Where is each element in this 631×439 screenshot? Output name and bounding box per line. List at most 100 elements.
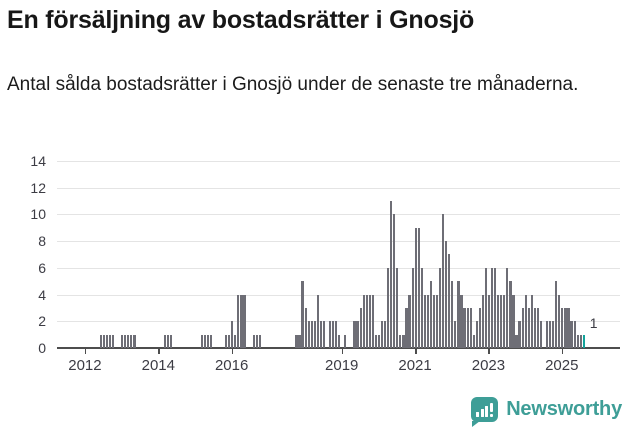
chart-bar xyxy=(105,334,109,348)
chart-bar xyxy=(170,334,173,348)
chart-bar xyxy=(420,267,423,348)
x-axis-tick xyxy=(341,349,344,354)
chart-bar xyxy=(316,294,319,348)
chart-bar xyxy=(515,334,518,348)
bar-chart: 0 2 4 6 8 10 12 14 2012 2014 2016 2019 2021 2023 2025 1 xyxy=(0,148,631,398)
chart-bar xyxy=(426,294,429,348)
chart-bar xyxy=(353,321,356,348)
chart-bar xyxy=(396,267,399,348)
chart-bar xyxy=(518,321,521,348)
y-axis-label: 0 xyxy=(38,340,46,356)
chart-bar xyxy=(435,294,439,348)
chart-bar xyxy=(127,334,130,348)
chart-bar xyxy=(228,334,231,348)
chart-bar xyxy=(472,334,475,348)
x-axis-label: 2014 xyxy=(141,357,175,374)
x-axis-label: 2023 xyxy=(471,357,506,374)
chart-bar xyxy=(313,321,316,348)
chart-bar xyxy=(338,334,341,348)
chart-bar xyxy=(478,307,481,348)
chart-bar xyxy=(561,307,564,348)
chart-bar xyxy=(490,267,494,348)
chart-bar xyxy=(506,267,509,348)
chart-bar xyxy=(368,294,371,348)
chart-bar xyxy=(530,294,533,348)
chart-bar xyxy=(203,334,206,348)
chart-bar xyxy=(448,254,451,348)
chart-bar xyxy=(200,334,203,348)
chart-bar xyxy=(99,334,102,348)
chart-bar xyxy=(371,294,374,348)
x-axis-line xyxy=(57,347,620,349)
chart-bar xyxy=(570,321,573,348)
chart-bar xyxy=(487,294,491,348)
chart-bar xyxy=(460,294,463,348)
chart-bar xyxy=(439,267,442,348)
chart-bar xyxy=(442,214,445,348)
chart-bar xyxy=(328,321,332,348)
brand-name: Newsworthy xyxy=(506,398,622,420)
x-axis-label: 2016 xyxy=(214,357,249,374)
gridline xyxy=(57,321,620,323)
x-axis-tick xyxy=(158,349,160,354)
chart-bar xyxy=(463,307,466,348)
chart-bar xyxy=(527,307,530,348)
chart-bar xyxy=(466,307,469,348)
x-axis-tick xyxy=(415,349,417,354)
chart-bar xyxy=(380,321,384,348)
chart-bar xyxy=(310,321,313,348)
chart-bar xyxy=(567,307,570,348)
chart-bar xyxy=(377,334,381,348)
chart-bar xyxy=(564,307,567,348)
x-axis-label: 2025 xyxy=(545,357,579,374)
chart-bar xyxy=(231,321,234,348)
chart-bar xyxy=(304,307,307,348)
gridline xyxy=(57,160,620,162)
chart-bar xyxy=(484,267,488,348)
gridline xyxy=(57,267,620,269)
x-axis-label: 2019 xyxy=(325,357,359,374)
chart-bar xyxy=(237,294,240,348)
chart-bar xyxy=(301,281,304,348)
chart-bar xyxy=(549,321,552,348)
chart-bar xyxy=(414,227,417,348)
chart-bar xyxy=(206,334,209,348)
chart-bar xyxy=(509,281,512,348)
chart-bar xyxy=(102,334,105,348)
y-axis-label: 8 xyxy=(38,233,46,250)
chart-bar xyxy=(405,307,408,348)
chart-bar xyxy=(457,281,460,348)
chart-subtitle: Antal sålda bostadsrätter i Gnosjö under… xyxy=(7,74,579,95)
y-axis-label: 4 xyxy=(38,286,46,303)
chart-bar xyxy=(130,334,133,348)
x-axis-tick xyxy=(561,349,564,354)
newsworthy-bubble-chart-icon xyxy=(471,397,499,427)
chart-bar xyxy=(362,294,365,348)
chart-bar xyxy=(536,307,540,348)
chart-bar xyxy=(225,334,228,348)
newsworthy-logo[interactable]: Newsworthy xyxy=(471,397,622,427)
chart-bar xyxy=(432,294,436,348)
page-title: En försäljning av bostadsrätter i Gnosjö xyxy=(7,6,475,34)
chart-bar xyxy=(503,294,506,348)
chart-bar xyxy=(539,321,543,348)
x-axis-tick xyxy=(231,349,234,354)
chart-bar xyxy=(393,214,396,348)
gridline xyxy=(57,241,620,243)
chart-bar xyxy=(356,321,359,348)
chart-bar xyxy=(121,334,124,348)
chart-bar xyxy=(500,294,503,348)
chart-bar xyxy=(298,334,301,348)
chart-bar xyxy=(108,334,112,348)
chart-bar xyxy=(524,294,527,348)
chart-bar xyxy=(390,201,393,348)
chart-bar xyxy=(475,321,478,348)
chart-bar xyxy=(319,321,322,348)
chart-bar xyxy=(255,334,258,348)
x-axis-label: 2021 xyxy=(398,357,432,374)
y-axis-label: 12 xyxy=(30,179,46,196)
chart-bar xyxy=(481,294,484,348)
chart-bar xyxy=(399,334,402,348)
chart-bar xyxy=(240,294,243,348)
chart-bar xyxy=(408,294,411,348)
